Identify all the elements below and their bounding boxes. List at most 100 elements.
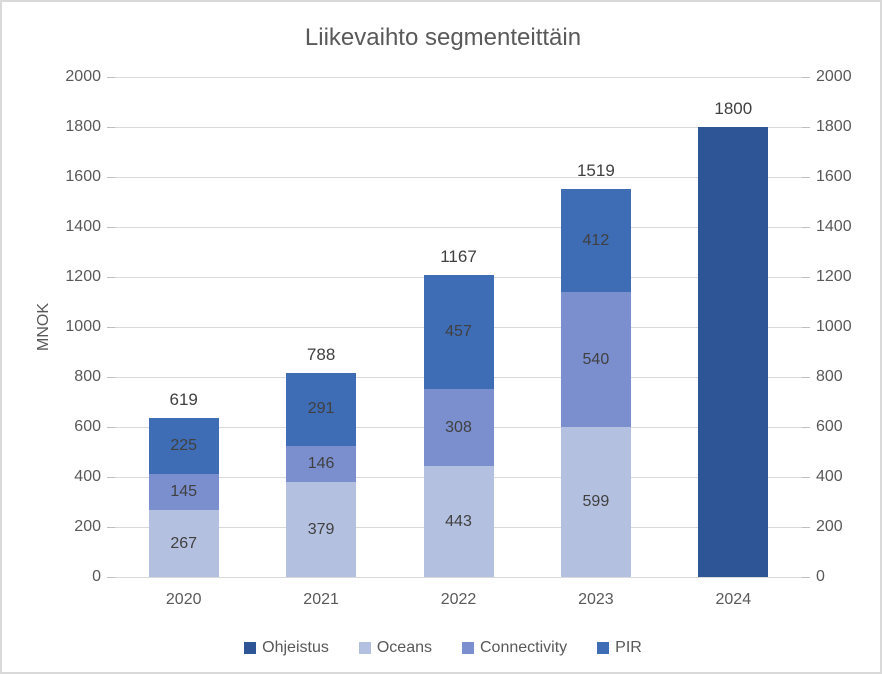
y-axis-tick-right — [802, 176, 810, 178]
bar-total-label: 1167 — [440, 247, 477, 266]
segment-value-label: 412 — [582, 231, 610, 249]
y-tick-label-right: 1200 — [816, 268, 852, 285]
legend-label: Ohjeistus — [262, 639, 329, 656]
y-tick-label-left: 1800 — [65, 118, 101, 135]
y-axis-tick-left — [107, 476, 115, 478]
y-axis-tick-right — [802, 76, 810, 78]
y-tick-label-left: 1600 — [65, 168, 101, 185]
y-tick-label-left: 200 — [74, 518, 101, 535]
y-tick-label-left: 600 — [74, 418, 101, 435]
x-tick-label: 2020 — [165, 591, 202, 608]
y-tick-label-right: 1800 — [816, 118, 852, 135]
plot-area: 0 0 200 200 400 400 600 600 800 800 1000 1000 1200 12… — [65, 68, 851, 608]
legend-label: Oceans — [376, 639, 432, 656]
y-tick-label-left: 1400 — [65, 218, 101, 235]
legend-swatch — [244, 642, 257, 654]
y-tick-label-right: 1000 — [816, 318, 852, 335]
y-axis-tick-left — [107, 326, 115, 328]
y-tick-label-right: 400 — [816, 468, 843, 485]
y-axis-tick-left — [107, 376, 115, 378]
x-tick-label: 2021 — [303, 591, 339, 608]
y-tick-label-right: 600 — [816, 418, 843, 435]
legend-item-oceans: Oceans — [358, 639, 432, 657]
bar-segment-pir: 457 — [423, 275, 494, 390]
y-axis-tick-left — [107, 276, 115, 278]
y-axis-tick-right — [802, 476, 810, 478]
y-axis-tick-right — [802, 326, 810, 328]
y-axis-tick-right — [802, 576, 810, 578]
y-tick-label-left: 1200 — [65, 268, 101, 285]
segment-value-label: 379 — [307, 520, 335, 538]
y-tick-label-right: 800 — [816, 368, 843, 385]
bar-total-label: 619 — [169, 389, 198, 409]
y-axis-tick-left — [107, 426, 115, 428]
y-tick-label-right: 1600 — [816, 168, 852, 185]
x-tick-label: 2024 — [715, 591, 752, 608]
legend-swatch — [597, 642, 610, 654]
bar-segment-ohjeistus — [698, 127, 769, 577]
segment-value-label: 599 — [582, 493, 610, 511]
y-axis-tick-left — [107, 76, 115, 78]
segment-value-label: 145 — [170, 483, 198, 501]
y-axis-tick-left — [107, 526, 115, 528]
y-axis-tick-right — [802, 526, 810, 528]
segment-value-label: 267 — [170, 534, 198, 552]
gridline — [115, 126, 802, 128]
y-tick-label-left: 400 — [74, 468, 101, 485]
segment-value-label: 146 — [307, 455, 335, 472]
bar-segment-connectivity: 146 — [286, 445, 357, 483]
y-axis-tick-right — [802, 226, 810, 228]
gridline — [115, 76, 802, 78]
y-axis-tick-left — [107, 176, 115, 178]
bar-segment-pir: 225 — [148, 417, 219, 474]
bar-segment-oceans: 379 — [286, 482, 357, 577]
bar-segment-connectivity: 308 — [423, 389, 494, 467]
legend-item-ohjeistus: Ohjeistus — [244, 639, 329, 657]
bar-segment-connectivity: 540 — [560, 292, 631, 428]
x-tick-label: 2022 — [440, 591, 477, 608]
bar-segment-oceans: 443 — [423, 466, 494, 577]
y-tick-label-left: 1000 — [65, 318, 101, 335]
y-axis-tick-right — [802, 276, 810, 278]
y-axis-tick-right — [802, 376, 810, 378]
legend-item-pir: PIR — [597, 639, 642, 657]
y-axis-tick-left — [107, 226, 115, 228]
y-tick-label-right: 0 — [816, 568, 825, 585]
legend-item-connectivity: Connectivity — [462, 639, 567, 657]
y-axis-tick-right — [802, 426, 810, 428]
legend-swatch — [462, 642, 474, 654]
y-axis-tick-left — [107, 126, 115, 128]
gridline — [115, 176, 802, 178]
gridline — [115, 576, 802, 578]
bar-total-label: 1800 — [714, 99, 753, 118]
segment-value-label: 308 — [445, 418, 472, 436]
y-axis-tick-left — [107, 576, 115, 578]
bar-segment-pir: 412 — [560, 189, 631, 293]
segment-value-label: 540 — [582, 350, 610, 368]
y-tick-label-right: 200 — [816, 518, 843, 535]
legend-label: PIR — [615, 639, 642, 656]
y-tick-label-right: 1400 — [816, 218, 852, 235]
legend: Ohjeistus Oceans Connectivity PIR — [2, 639, 880, 657]
y-tick-label-right: 2000 — [816, 68, 852, 85]
y-tick-label-left: 800 — [74, 368, 101, 385]
y-tick-label-left: 2000 — [65, 68, 101, 85]
bar-segment-oceans: 267 — [148, 510, 219, 577]
bar-total-label: 1519 — [576, 161, 615, 181]
gridline — [115, 226, 802, 228]
bar-segment-connectivity: 145 — [148, 474, 219, 511]
legend-label: Connectivity — [480, 639, 568, 656]
x-tick-label: 2023 — [578, 591, 614, 608]
legend-swatch — [358, 642, 371, 654]
segment-value-label: 457 — [445, 323, 472, 341]
y-axis-tick-right — [802, 126, 810, 128]
bar-segment-pir: 291 — [286, 373, 357, 446]
bar-total-label: 788 — [306, 345, 336, 364]
segment-value-label: 443 — [445, 512, 472, 530]
segment-value-label: 225 — [170, 436, 198, 454]
bar-segment-oceans: 599 — [560, 427, 631, 577]
y-tick-label-left: 0 — [92, 568, 101, 585]
segment-value-label: 291 — [307, 400, 335, 418]
chart-title: Liikevaihto segmenteittäin — [304, 24, 582, 51]
